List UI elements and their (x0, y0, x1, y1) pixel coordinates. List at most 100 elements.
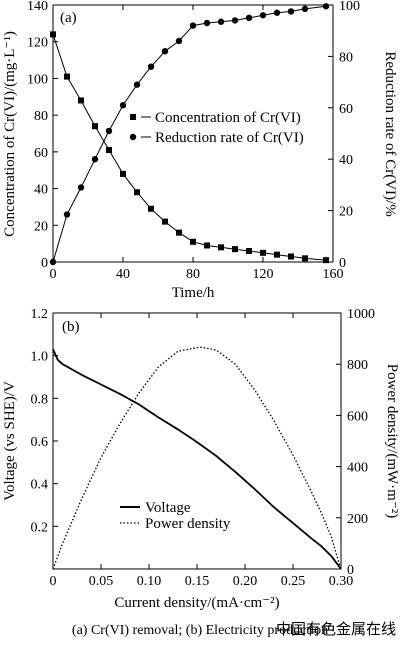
y-left-tick-label: 80 (34, 109, 48, 124)
y-right-tick-label: 100 (339, 0, 360, 14)
y-right-tick-label: 800 (347, 358, 368, 373)
x-tick-label: 0 (50, 267, 57, 282)
legend-marker-concentration (130, 114, 136, 120)
x-axis-label-a: Time/h (172, 285, 215, 301)
data-point-concentration (260, 249, 266, 256)
legend-marker-reduction (129, 133, 137, 141)
data-point-reduction (105, 127, 113, 135)
y-right-tick-label: 1000 (347, 307, 375, 322)
y-right-tick-label: 200 (347, 512, 368, 527)
data-point-reduction (63, 211, 71, 218)
y-left-tick-label: 120 (27, 36, 48, 51)
y-left-tick-label: 20 (34, 219, 48, 234)
x-tick-label: 0 (50, 574, 57, 589)
x-tick-label: 0.15 (185, 574, 210, 589)
data-point-reduction (133, 81, 141, 88)
data-point-reduction (91, 156, 99, 163)
y-left-tick-label: 1.2 (31, 307, 49, 322)
series-b (52, 346, 342, 570)
x-tick-label: 0.25 (281, 574, 306, 589)
y-left-tick-label: 0.2 (31, 520, 49, 535)
y-right-tick-label: 400 (347, 461, 368, 476)
x-axis-label-b: Current density/(mA·cm⁻²) (114, 595, 279, 611)
watermark: 中国有色金属在线 (276, 621, 396, 638)
legend-label-power-density: Power density (145, 516, 231, 532)
data-point-reduction (203, 19, 211, 27)
y-axis-label-right-b: Power density/(mW·m⁻²) (384, 364, 400, 518)
legend-b: Voltage Power density (120, 500, 231, 532)
y-right-tick-label: 0 (339, 256, 346, 271)
y-left-tick-label: 0 (41, 256, 48, 271)
ticks-a: 0 40 80 120 16002040608010012014002040608010… (27, 0, 360, 282)
y-axis-label-left-b: Voltage (vs SHE)/V (2, 381, 18, 501)
series-a (49, 3, 330, 266)
data-point-concentration (78, 97, 84, 104)
data-point-reduction (245, 14, 253, 22)
y-left-tick-label: 0.8 (31, 392, 49, 407)
x-tick-label: 120 (253, 267, 274, 282)
data-point-reduction (259, 12, 267, 19)
data-point-concentration (50, 31, 56, 38)
panel-label-a: (a) (60, 10, 77, 26)
data-point-reduction (119, 102, 127, 109)
y-right-tick-label: 600 (347, 409, 368, 424)
data-point-concentration (204, 242, 210, 249)
y-left-tick-label: 100 (27, 72, 48, 87)
y-left-tick-label: 1.0 (31, 350, 49, 365)
y-left-tick-label: 0.6 (31, 435, 49, 450)
data-point-concentration (190, 238, 196, 245)
data-point-reduction (175, 37, 183, 45)
data-point-concentration (302, 255, 308, 262)
x-tick-label: 0.05 (89, 574, 114, 589)
data-point-concentration (134, 189, 140, 196)
y-left-tick-label: 0.4 (31, 478, 49, 493)
data-point-concentration (162, 218, 168, 225)
x-tick-label: 160 (323, 267, 344, 282)
data-point-concentration (218, 244, 224, 251)
data-point-concentration (92, 123, 98, 130)
y-axis-label-right-a: Reduction rate of Cr(VI)/% (382, 51, 398, 216)
y-right-tick-label: 60 (339, 102, 353, 117)
x-tick-label: 0.10 (137, 574, 162, 589)
series-line-b-0 (52, 348, 342, 570)
y-left-tick-label: 140 (27, 0, 48, 14)
panel-a-reduction: 0 40 80 120 16002040608010012014002040608010… (2, 0, 398, 301)
figure-caption: (a) Cr(VI) removal; (b) Electricity prod… (72, 623, 328, 638)
data-point-concentration (64, 73, 70, 80)
x-tick-label: 0.30 (329, 574, 354, 589)
series-line-b-1 (52, 346, 342, 570)
x-tick-label: 40 (116, 267, 130, 282)
data-point-reduction (322, 3, 330, 10)
data-point-concentration (148, 205, 154, 212)
data-point-reduction (49, 258, 57, 266)
data-point-concentration (246, 247, 252, 254)
y-right-tick-label: 40 (339, 153, 353, 168)
y-right-tick-label: 0 (347, 563, 354, 578)
y-right-tick-label: 20 (339, 205, 353, 220)
data-point-concentration (323, 257, 329, 264)
panel-b-electricity: 0 0.05 0.10 0.15 0.20 0.25 0.30 0.2 0.4 0.6 0.8 1.0… (2, 307, 400, 611)
legend-label-voltage: Voltage (145, 500, 191, 516)
data-point-reduction (77, 184, 85, 191)
data-point-reduction (287, 8, 295, 15)
data-point-reduction (217, 18, 225, 25)
legend-label-reduction: Reduction rate of Cr(VI) (155, 130, 304, 146)
data-point-concentration (120, 170, 126, 177)
data-point-concentration (232, 246, 238, 253)
ticks-b: 0 0.05 0.10 0.15 0.20 0.25 0.30 0.2 0.4 0.6 0.8 1.0… (31, 307, 376, 589)
y-axis-label-left-a: Concentration of Cr(VI)/(mg·L⁻¹) (2, 31, 18, 237)
x-tick-label: 0.20 (233, 574, 258, 589)
legend-a: Concentration of Cr(VI) Reduction rate o… (129, 110, 304, 146)
data-point-concentration (106, 147, 112, 154)
x-tick-label: 80 (186, 267, 200, 282)
y-left-tick-label: 40 (34, 183, 48, 198)
data-point-reduction (147, 63, 155, 70)
data-point-reduction (161, 48, 169, 55)
y-left-tick-label: 60 (34, 146, 48, 161)
legend-label-concentration: Concentration of Cr(VI) (155, 110, 301, 126)
series-line-a-0 (52, 34, 327, 261)
data-point-concentration (274, 251, 280, 258)
panel-label-b: (b) (62, 319, 80, 335)
data-point-reduction (273, 9, 281, 16)
